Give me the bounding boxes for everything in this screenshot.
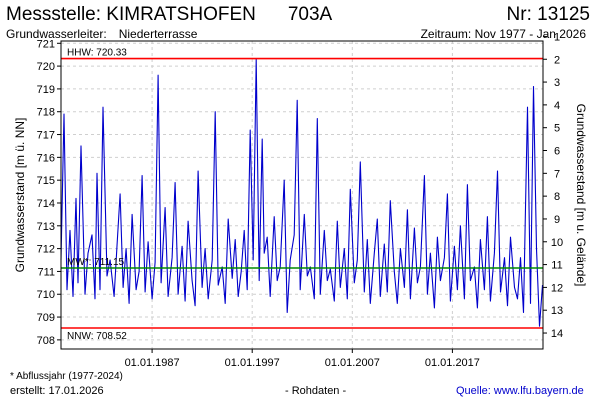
- y-tick-label: 709: [37, 312, 55, 324]
- y2-tick-label: 6: [554, 146, 560, 158]
- period-label: Zeitraum: Nov 1977 - Jan 2026: [420, 27, 586, 41]
- reference-label: MW*: 711.15: [67, 257, 124, 268]
- y2-tick-label: 10: [551, 237, 563, 249]
- y2-tick-label: 5: [554, 123, 560, 135]
- y2-tick-label: 1: [554, 31, 560, 43]
- y2-tick-label: 3: [554, 77, 560, 89]
- y-axis-title: Grundwasserstand [m ü. NN]: [13, 118, 27, 273]
- plot-frame: [60, 40, 544, 350]
- y-tick-label: 721: [37, 38, 55, 50]
- y-tick-label: 710: [37, 289, 55, 301]
- y-tick-label: 712: [37, 244, 55, 256]
- y2-tick-label: 12: [551, 282, 563, 294]
- y-tick-label: 719: [37, 84, 55, 96]
- footnote: * Abflussjahr (1977-2024): [10, 371, 123, 382]
- y2-tick-label: 14: [551, 328, 563, 340]
- y2-tick-label: 13: [551, 305, 563, 317]
- station-number: Nr: 13125: [506, 4, 590, 25]
- y2-tick-label: 7: [554, 168, 560, 180]
- y2-tick-label: 4: [554, 100, 560, 112]
- aquifer-value: Niederterrasse: [118, 27, 198, 41]
- aquifer-info: Grundwasserleiter: Niederterrasse: [6, 27, 197, 41]
- station-name: Messstelle: KIMRATSHOFEN: [6, 4, 256, 25]
- created-date: erstellt: 17.01.2026: [10, 385, 104, 397]
- y2-axis-title: Grundwasserstand [m u. Gelände]: [574, 104, 588, 287]
- station-id: 703A: [287, 4, 333, 25]
- y-tick-label: 714: [37, 198, 55, 210]
- x-tick-label: 01.01.2007: [325, 357, 380, 369]
- reference-label: NNW: 708.52: [67, 331, 127, 342]
- raw-data-note: - Rohdaten -: [285, 385, 347, 397]
- y-tick-label: 717: [37, 130, 55, 142]
- y-tick-label: 715: [37, 175, 55, 187]
- y2-tick-label: 2: [554, 54, 560, 66]
- aquifer-label: Grundwasserleiter:: [6, 27, 107, 41]
- y-tick-label: 718: [37, 107, 55, 119]
- groundwater-level-line: [60, 58, 544, 327]
- plot-area: [61, 41, 543, 349]
- y2-tick-label: 11: [551, 260, 562, 272]
- y-tick-label: 708: [37, 335, 55, 347]
- y-tick-label: 711: [37, 266, 55, 278]
- y-tick-label: 716: [37, 152, 55, 164]
- y2-tick-label: 8: [554, 191, 560, 203]
- chart-title: Messstelle: KIMRATSHOFEN 703A: [6, 4, 332, 26]
- y-tick-label: 720: [37, 61, 55, 73]
- x-tick-label: 01.01.1987: [125, 357, 180, 369]
- y2-tick-label: 9: [554, 214, 560, 226]
- x-tick-label: 01.01.1997: [225, 357, 280, 369]
- y-tick-label: 713: [37, 221, 55, 233]
- source-link[interactable]: Quelle: www.lfu.bayern.de: [456, 385, 584, 397]
- reference-label: HHW: 720.33: [67, 48, 127, 59]
- x-tick-label: 01.01.2017: [425, 357, 480, 369]
